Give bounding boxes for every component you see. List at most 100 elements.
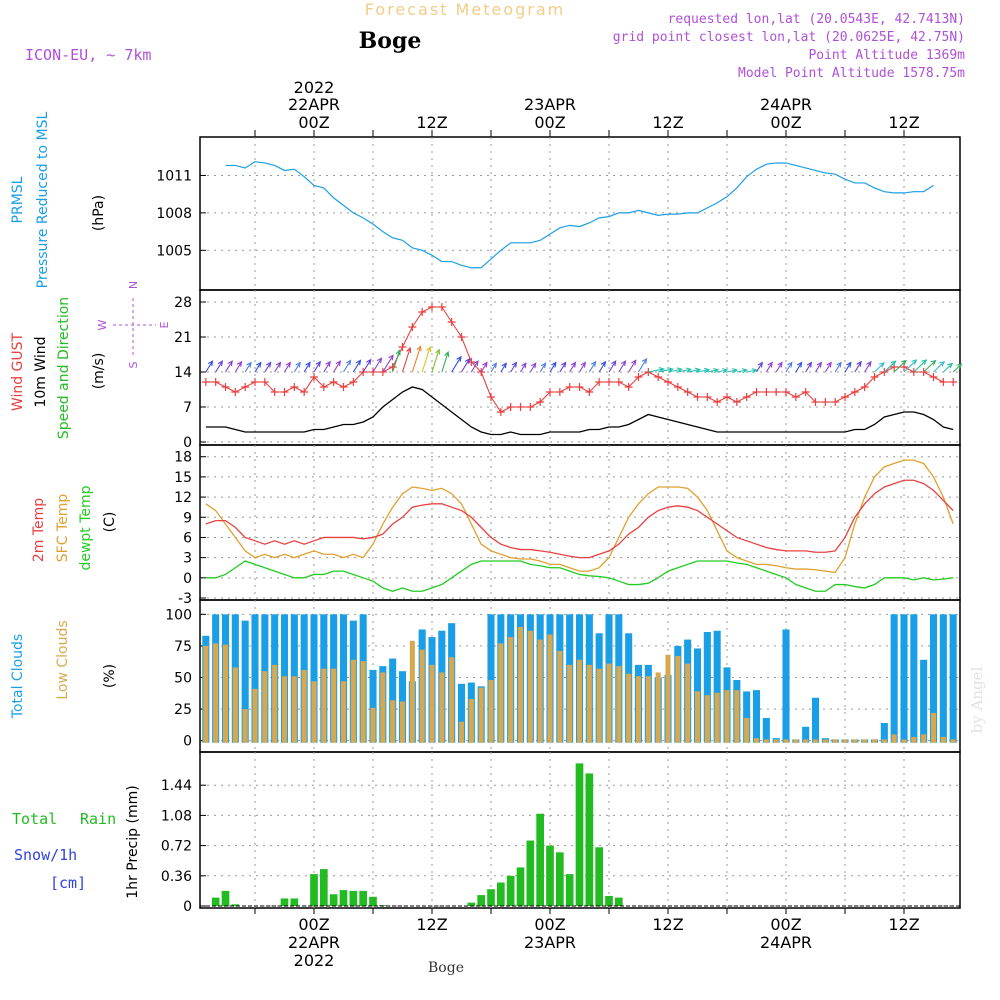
gust-marker — [260, 378, 269, 386]
gust-marker — [654, 373, 663, 381]
grid-point-coords: grid point closest lon,lat (20.0625E, 42… — [613, 30, 965, 45]
y-tick-label: 7 — [183, 400, 192, 416]
gust-marker — [929, 373, 938, 381]
wind-arrow-head — [757, 361, 764, 368]
wind-direction-arrow — [352, 360, 361, 373]
low-cloud-bar — [508, 637, 514, 743]
wind-arrow-head — [796, 361, 803, 368]
low-cloud-bar — [458, 721, 465, 743]
gust-marker — [555, 388, 564, 396]
bottom-date-label: 22APR — [288, 933, 340, 952]
wind-direction-arrow — [510, 362, 517, 373]
bottom-hour-label: 00Z — [770, 915, 801, 934]
wind-direction-arrow — [942, 363, 953, 373]
wind-arrow-head — [703, 367, 711, 374]
low-cloud-bar — [262, 671, 268, 743]
low-cloud-bar — [734, 690, 740, 743]
low-cloud-bar — [596, 668, 602, 743]
gust-marker — [300, 388, 309, 396]
pressure-labels: PRMSL Pressure Reduced to MSL (hPa) — [10, 111, 107, 288]
wind-direction-arrow — [765, 362, 773, 373]
model-name: ICON-EU, ~ 7km — [25, 46, 151, 64]
gust-marker — [811, 398, 820, 406]
gust-marker — [732, 398, 741, 406]
wind-arrow-head — [676, 367, 683, 373]
wind-arrow-head — [930, 359, 937, 366]
gust-marker — [339, 383, 348, 391]
wind-arrow-head — [388, 354, 394, 361]
wind-direction-arrow — [500, 362, 507, 373]
low-cloud-bar — [370, 707, 376, 743]
wind-arrow-head — [722, 368, 729, 374]
wind-direction-arrow — [933, 361, 945, 373]
wind-direction-arrow — [834, 362, 842, 373]
gust-marker — [762, 388, 771, 396]
low-cloud-bar — [301, 669, 307, 743]
wind-arrow-head — [631, 359, 637, 366]
wind-arrow-head — [265, 361, 272, 368]
gust-marker — [536, 398, 545, 406]
wind-direction-arrow — [215, 360, 223, 373]
low-cloud-bar — [911, 736, 917, 743]
wind-direction-arrow — [234, 361, 243, 373]
low-cloud-bar — [852, 739, 858, 743]
gust-marker — [241, 383, 250, 391]
gust-marker — [791, 393, 800, 401]
bottom-year-label: 2022 — [294, 951, 335, 970]
compass-n: N — [127, 281, 140, 289]
low-cloud-bar — [537, 639, 543, 743]
wind-direction-arrow — [313, 361, 321, 373]
wind-arrow-head — [777, 361, 783, 368]
rain-bar — [310, 874, 318, 906]
low-cloud-bar — [655, 672, 661, 743]
wind-arrow-head — [335, 360, 342, 367]
total-cloud-bar — [339, 614, 348, 743]
low-cloud-bar — [527, 630, 533, 743]
wind-speed-line — [205, 386, 954, 436]
wind-arrow-head — [866, 360, 872, 367]
wind-direction-arrow — [411, 346, 422, 373]
wind-arrow-head — [217, 360, 224, 367]
wind-direction-arrow — [579, 362, 586, 373]
total-cloud-bar — [890, 614, 898, 743]
temp-unit: (C) — [102, 512, 118, 533]
wind-direction-arrow — [756, 362, 763, 373]
wind-direction-arrow — [333, 360, 341, 373]
wind-arrow-head — [435, 348, 441, 355]
wind-arrow-head — [511, 361, 518, 368]
wind-arrow-head — [551, 361, 557, 368]
wind-direction-arrow — [343, 360, 352, 373]
low-cloud-bar — [891, 734, 897, 743]
rain-bar — [605, 895, 613, 906]
low-cloud-bar — [272, 664, 278, 743]
wind-arrow-head — [741, 368, 749, 374]
wind-arrow-head — [901, 359, 907, 366]
low-cloud-bar — [744, 717, 750, 743]
gust-marker — [605, 378, 613, 386]
wind-direction-arrow — [431, 349, 440, 373]
gust-marker — [772, 388, 781, 396]
pressure-label-msl: Pressure Reduced to MSL — [35, 111, 51, 288]
gust-marker — [683, 388, 692, 396]
wind-arrow-head — [491, 362, 498, 369]
wind-arrow-head — [879, 362, 885, 368]
temp-labels: 2m Temp SFC Temp dewpt Temp (C) — [31, 485, 118, 570]
gust-marker — [457, 333, 466, 341]
compass-w: W — [96, 319, 109, 330]
wind-arrow-head — [956, 363, 963, 369]
wind-direction-arrow — [628, 360, 637, 373]
gust-marker — [487, 393, 495, 401]
gust-marker — [329, 378, 338, 386]
bottom-hour-label: 00Z — [534, 915, 565, 934]
total-cloud-bar — [900, 614, 908, 743]
low-cloud-bar — [694, 691, 701, 743]
y-tick-label: 3 — [183, 551, 192, 567]
wind-direction-arrow — [284, 362, 291, 373]
wind-direction-arrow — [687, 369, 700, 373]
rain-bar — [231, 904, 240, 906]
gust-marker — [782, 388, 790, 396]
low-cloud-bar — [488, 680, 494, 743]
gust-marker — [201, 378, 210, 386]
wind-arrow-head — [570, 361, 577, 368]
wind-direction-arrow — [854, 361, 862, 373]
